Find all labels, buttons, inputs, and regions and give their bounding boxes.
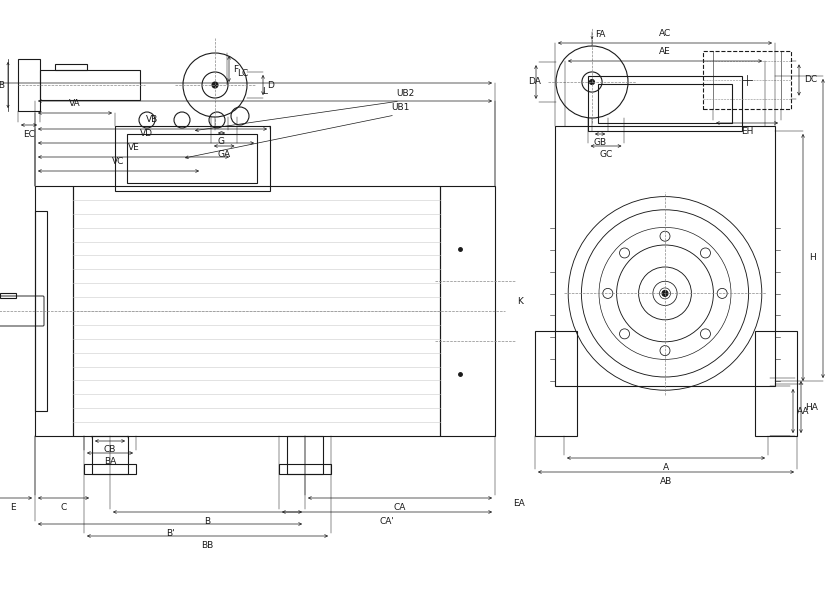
- Bar: [127, 134, 257, 183]
- Circle shape: [590, 79, 595, 84]
- Text: C: C: [60, 503, 67, 512]
- Text: LC: LC: [237, 69, 248, 78]
- Text: L: L: [262, 87, 267, 96]
- Text: DC: DC: [804, 76, 817, 84]
- Text: D: D: [267, 81, 274, 90]
- Bar: [535, 331, 577, 436]
- Bar: [703, 51, 791, 109]
- Bar: [287, 436, 323, 474]
- Text: BB: BB: [202, 541, 213, 550]
- Bar: [40, 70, 140, 99]
- Text: F: F: [233, 64, 238, 73]
- Text: EH: EH: [741, 127, 753, 136]
- Bar: [0, 293, 16, 298]
- Bar: [18, 59, 40, 111]
- Text: G: G: [218, 137, 225, 146]
- Text: GB: GB: [594, 138, 607, 147]
- Text: A: A: [663, 463, 669, 472]
- Bar: [588, 76, 742, 131]
- Text: AA: AA: [797, 407, 810, 416]
- Text: BA: BA: [104, 457, 116, 466]
- Bar: [55, 64, 87, 70]
- Text: DB: DB: [0, 81, 5, 90]
- Text: GC: GC: [600, 150, 613, 159]
- Text: DA: DA: [528, 78, 541, 87]
- Bar: [440, 186, 495, 436]
- Text: VE: VE: [127, 143, 140, 152]
- Text: AB: AB: [660, 477, 672, 486]
- Text: CA': CA': [380, 517, 394, 526]
- Text: EC: EC: [23, 130, 35, 139]
- Bar: [84, 464, 136, 474]
- Text: B: B: [204, 517, 211, 526]
- Text: CB: CB: [104, 445, 116, 454]
- Text: HA: HA: [805, 402, 818, 411]
- Text: B': B': [165, 529, 174, 538]
- Bar: [35, 186, 73, 436]
- Bar: [73, 186, 440, 436]
- Bar: [35, 211, 47, 411]
- Text: EA: EA: [513, 499, 525, 507]
- Text: UB2: UB2: [396, 89, 414, 98]
- Bar: [598, 84, 732, 123]
- Bar: [555, 126, 775, 386]
- Circle shape: [212, 82, 218, 88]
- Text: VD: VD: [140, 129, 152, 138]
- Text: CA: CA: [394, 503, 406, 512]
- Bar: [755, 331, 797, 436]
- Text: AE: AE: [659, 47, 671, 56]
- Text: E: E: [10, 503, 16, 512]
- Text: K: K: [517, 296, 523, 305]
- Text: FA: FA: [595, 30, 605, 39]
- Text: AC: AC: [659, 29, 672, 38]
- Bar: [92, 436, 128, 474]
- Text: H: H: [809, 253, 815, 262]
- Text: UB1: UB1: [391, 103, 409, 112]
- Circle shape: [662, 290, 668, 296]
- Text: GA: GA: [218, 150, 231, 159]
- Bar: [279, 464, 331, 474]
- Text: VC: VC: [112, 157, 125, 166]
- Text: VB: VB: [146, 115, 159, 124]
- Bar: [115, 126, 270, 191]
- Text: VA: VA: [69, 99, 81, 108]
